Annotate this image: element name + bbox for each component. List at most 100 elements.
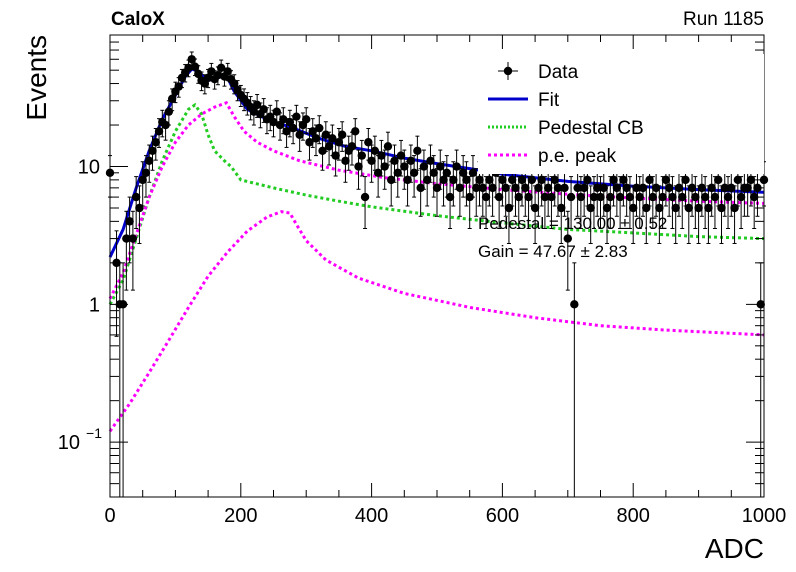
- curve-p-e-peak-2: [108, 210, 765, 433]
- data-point: [148, 146, 157, 156]
- data-point: [557, 203, 566, 213]
- data-point: [602, 203, 612, 213]
- data-point: [465, 192, 474, 202]
- legend-label: Data: [538, 62, 579, 83]
- data-point: [373, 168, 383, 178]
- data-point: [419, 162, 429, 171]
- data-point: [334, 138, 344, 147]
- x-tick-label: 600: [486, 505, 519, 527]
- data-point: [302, 115, 311, 124]
- data-point: [439, 175, 448, 185]
- data-point: [573, 183, 582, 193]
- data-point: [615, 192, 625, 202]
- data-point: [455, 183, 465, 193]
- data-point: [576, 192, 586, 202]
- data-point: [606, 192, 615, 202]
- data-point: [167, 94, 177, 103]
- data-point: [305, 138, 314, 147]
- legend-label: p.e. peak: [538, 146, 617, 167]
- data-point: [632, 183, 641, 193]
- data-point: [174, 82, 183, 91]
- data-point: [540, 192, 550, 202]
- data-point: [566, 192, 576, 202]
- data-point: [472, 183, 481, 193]
- data-point: [579, 183, 589, 193]
- data-point: [537, 175, 546, 185]
- data-point: [282, 127, 291, 136]
- x-tick-label: 400: [355, 505, 388, 527]
- data-point: [488, 183, 497, 193]
- annotation-text: Gain = 47.67 ± 2.83: [478, 242, 628, 261]
- data-point: [426, 156, 435, 166]
- data-point: [367, 156, 376, 166]
- data-point: [622, 183, 631, 193]
- data-point: [681, 175, 690, 185]
- data-point: [550, 175, 559, 185]
- data-point: [377, 151, 386, 160]
- data-point: [390, 156, 399, 166]
- fit-annotations: Pedestal = 130.00 ± 0.52 Gain = 47.67 ± 2…: [478, 214, 667, 261]
- data-point: [187, 55, 196, 64]
- data-point: [311, 134, 321, 143]
- data-point: [720, 183, 729, 193]
- data-point: [743, 183, 752, 193]
- data-point: [514, 192, 523, 202]
- data-point: [442, 168, 452, 178]
- data-point: [543, 183, 553, 193]
- data-point: [736, 192, 746, 202]
- x-axis-label: ADC: [705, 533, 764, 564]
- data-point: [694, 203, 703, 213]
- y-axis-label: Events: [21, 35, 52, 121]
- data-point: [629, 203, 638, 213]
- data-point: [560, 183, 569, 193]
- data-point: [697, 183, 707, 193]
- legend: Data Fit Pedestal CB p.e. peak: [478, 54, 764, 174]
- data-point: [138, 175, 147, 185]
- data-point: [249, 107, 259, 116]
- data-point: [570, 300, 579, 309]
- data-point: [655, 203, 664, 213]
- data-point: [432, 183, 442, 193]
- data-point: [337, 130, 347, 139]
- data-point: [678, 192, 687, 202]
- data-point: [125, 217, 134, 226]
- x-tick-label: 0: [104, 505, 115, 527]
- data-point: [749, 192, 759, 202]
- y-axis: 10 −1 1 10: [58, 34, 764, 498]
- data-point: [380, 162, 389, 171]
- data-point: [393, 168, 402, 178]
- data-point: [360, 192, 370, 202]
- data-point: [524, 192, 533, 202]
- y-tick-exponent: −1: [86, 425, 102, 441]
- data-point: [269, 117, 278, 127]
- data-point: [462, 175, 471, 185]
- data-point: [687, 183, 697, 193]
- data-point: [128, 234, 138, 243]
- data-point: [700, 192, 710, 202]
- data-point: [494, 192, 504, 202]
- data-point: [315, 123, 324, 133]
- x-tick-label: 800: [617, 505, 650, 527]
- data-point: [416, 183, 425, 193]
- data-point: [190, 62, 200, 71]
- data-point: [279, 115, 288, 124]
- data-point: [521, 183, 530, 193]
- data-point: [583, 175, 592, 185]
- x-tick-label: 200: [224, 505, 257, 527]
- data-point: [635, 192, 644, 202]
- data-point: [668, 192, 677, 202]
- experiment-label: CaloX: [111, 9, 165, 30]
- data-point: [508, 175, 517, 185]
- data-point: [184, 63, 193, 73]
- y-tick-label: 10: [58, 432, 80, 454]
- data-point: [671, 203, 680, 213]
- data-point: [161, 120, 170, 130]
- data-point: [717, 203, 726, 213]
- data-point: [746, 175, 756, 185]
- data-point: [364, 138, 373, 147]
- data-point: [131, 192, 141, 202]
- data-point: [145, 156, 154, 166]
- data-point: [527, 175, 537, 185]
- legend-label: Pedestal CB: [538, 118, 644, 139]
- data-point: [230, 79, 239, 88]
